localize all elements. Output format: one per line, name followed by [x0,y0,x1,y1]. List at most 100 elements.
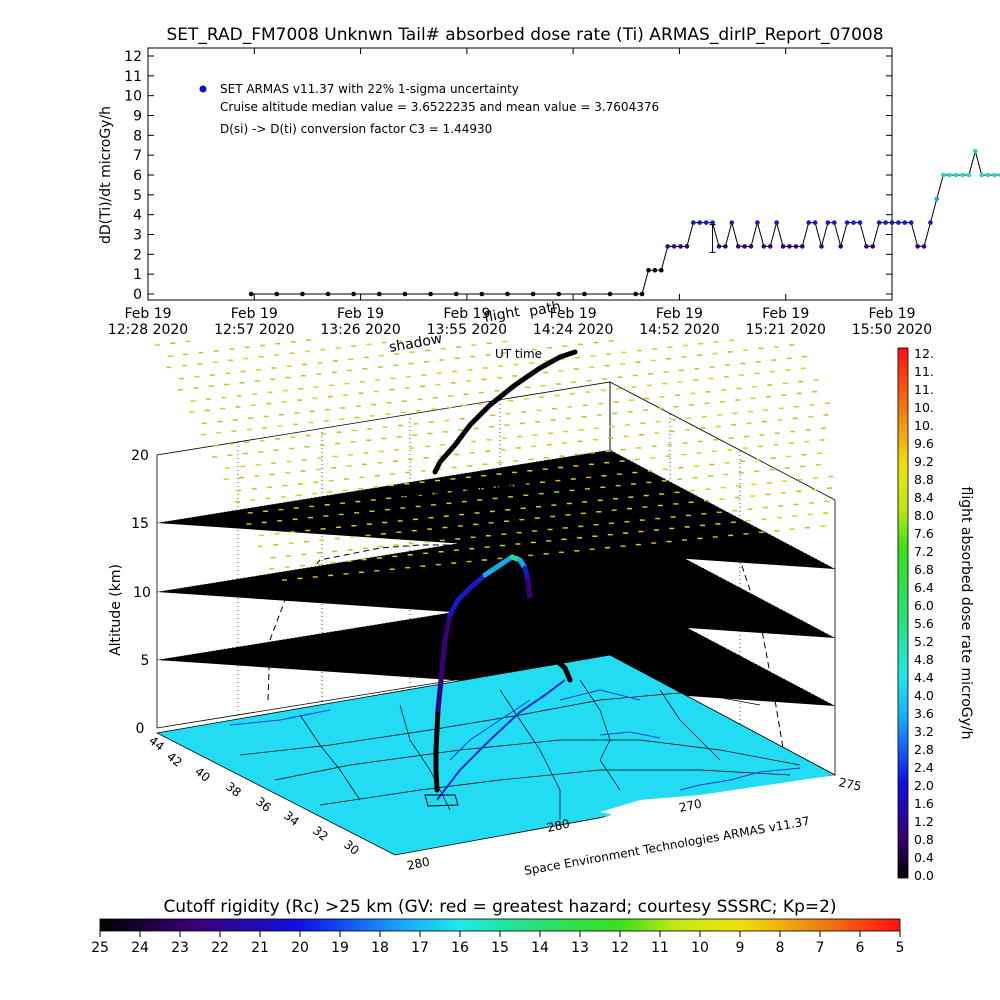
colorbar-tick-label: 17 [411,940,429,956]
lat-tick: 30 [341,837,362,857]
y-tick-label: 1 [133,267,142,283]
flight-path-segment [433,727,440,753]
colorbar-tick-label: 12 [611,940,629,956]
colorbar-tick-label: 5.2 [914,634,934,649]
cutoff-rigidity-colorbar: Cutoff rigidity (Rc) >25 km (GV: red = g… [91,897,904,956]
x-tick-time: 14:52 2020 [639,322,719,338]
data-point [703,220,709,225]
data-point [735,244,741,249]
series-line [251,149,1000,295]
data-point [793,244,799,249]
altitude-gridlines [156,400,836,724]
lon-tick: 275 [837,775,862,793]
flight-path-segment [433,767,440,793]
data-point [274,291,280,297]
z-tick: 20 [131,448,149,464]
x-tick-time: 14:24 2020 [533,322,613,338]
data-point [646,267,651,273]
x-tick-time: 12:57 2020 [214,322,294,338]
colorbar-tick-label: 2.4 [914,760,934,775]
ut-time-label: UT time [495,347,542,361]
data-point [787,244,792,249]
data-point [799,244,805,249]
altitude-axis: 0 5 10 15 20 Altitude (km) [108,448,151,737]
data-point [851,220,856,225]
colorbar-tick-label: 1.6 [914,796,934,811]
data-point [402,291,408,297]
x-tick-time: 12:28 2020 [108,322,188,338]
data-point [684,244,690,249]
plot-frame [147,47,893,301]
conversion-factor-note: D(si) -> D(ti) conversion factor C3 = 1.… [220,122,492,136]
z-tick: 10 [133,585,151,601]
data-point [806,220,811,225]
y-tick-label: 9 [133,109,142,125]
flight-path-segment [439,637,448,673]
data-point [742,244,747,249]
data-point [248,291,254,297]
data-point [864,244,869,249]
colorbar-tick-label: 9.2 [914,454,934,469]
colorbar-tick-label: 11. [914,364,934,379]
data-point [453,291,459,297]
colorbar-tick-label: 8.0 [914,508,934,523]
colorbar-tick-label: 14 [531,940,549,956]
y-axis-label: dD(Ti)/dt microGy/h [98,106,114,244]
flight-path-segment [537,637,553,658]
y-tick-label: 10 [124,89,142,105]
colorbar-label: flight absorbed dose rate microGy/h [958,487,974,740]
y-tick-label: 5 [133,188,142,204]
data-point [947,172,952,178]
data-point [428,291,433,297]
y-tick-label: 11 [124,69,142,85]
data-point [838,244,844,249]
flight-path-segment [435,687,443,713]
data-point [710,220,715,225]
colorbar-tick-label: 6.4 [914,580,934,595]
y-tick-label: 2 [133,247,142,263]
colorbar-tick-label: 20 [291,940,309,956]
colorbar-tick-label: 6.8 [914,562,934,577]
x-tick-date: Feb 19 [443,306,490,322]
ground-track [436,679,566,801]
x-tick-time: 15:21 2020 [745,322,825,338]
data-point [902,220,908,225]
colorbar-tick-label: 8.4 [914,490,934,505]
ocean-area [600,775,835,820]
y-tick-label: 4 [133,208,142,224]
data-point [985,172,991,178]
data-point [607,291,613,297]
data-point [377,291,382,297]
flight-path-shadow [432,349,578,475]
data-point [940,172,946,178]
colorbar-tick-label: 0.4 [914,850,934,865]
data-point [883,220,888,225]
flight-path-segment [482,562,503,578]
flight-path-segment [527,597,537,623]
data-point [908,220,914,225]
flight-label: flight [483,304,522,326]
lat-tick: 40 [192,764,213,784]
colorbar-tick-label: 0.8 [914,832,934,847]
data-point [748,244,754,249]
colorbar-tick-label: 24 [131,940,149,956]
precipitating-particles-field [155,339,834,581]
data-point [844,220,850,225]
legend-label: SET ARMAS v11.37 with 22% 1-sigma uncert… [220,82,519,96]
data-point [979,172,985,178]
colorbar-tick-label: 11 [651,940,669,956]
data-point [530,291,536,297]
data-point [300,291,305,297]
data-point [716,244,722,249]
flight-path-segment [437,667,445,693]
data-point [767,244,773,249]
data-point [825,220,831,225]
colorbar-tick-label: 3.2 [914,724,934,739]
data-point [556,291,562,297]
data-point [857,220,863,225]
colorbar-ticks: 25 24 23 22 21 20 19 18 17 16 15 14 13 12 11 10 9 8 7 6 5 [91,931,904,956]
